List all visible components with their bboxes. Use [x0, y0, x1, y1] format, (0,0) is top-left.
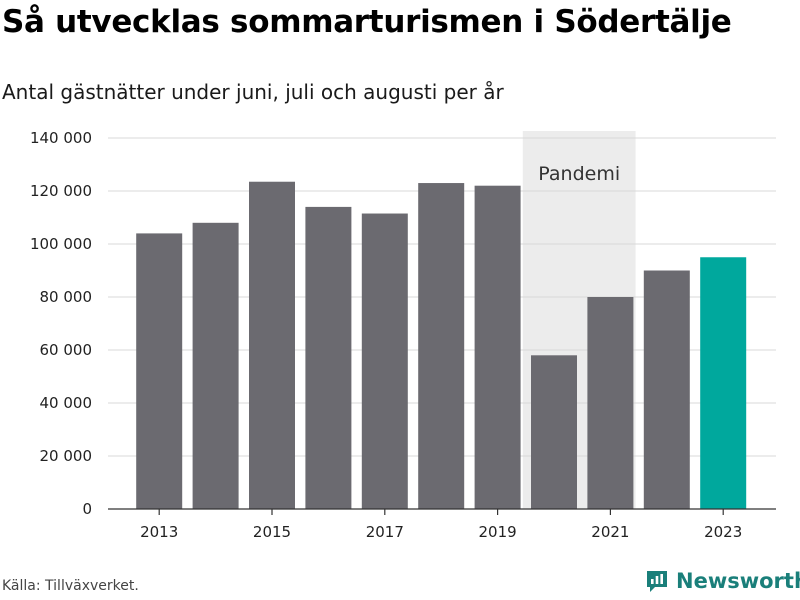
x-tick-label: 2023: [704, 523, 742, 541]
bar-2019: [474, 185, 521, 509]
y-tick-label: 80 000: [40, 288, 93, 306]
chart-subtitle: Antal gästnätter under juni, juli och au…: [2, 80, 504, 104]
bar-2017: [361, 213, 408, 509]
bar-2014: [192, 222, 239, 510]
newsworthy-logo-icon: [647, 571, 667, 592]
source-note: Källa: Tillväxverket.: [2, 578, 139, 594]
axes: [108, 508, 776, 515]
bar-2016: [305, 206, 352, 509]
y-tick-label: 140 000: [30, 129, 92, 147]
bar-2013: [136, 233, 183, 509]
y-tick-label: 120 000: [30, 182, 92, 200]
x-tick-label: 2021: [591, 523, 629, 541]
y-tick-label: 40 000: [40, 394, 93, 412]
x-tick-label: 2019: [479, 523, 517, 541]
brand-name: Newsworthy: [676, 569, 800, 593]
tick-labels: 0 20 000 40 000 60 000 80 000 100 000 120 000 1…: [30, 129, 742, 541]
pandemic-label: Pandemi: [538, 163, 620, 185]
bar-2015: [249, 181, 295, 509]
x-tick-label: 2013: [140, 523, 178, 541]
bar-2021: [587, 297, 634, 509]
bar-2020: [531, 355, 577, 509]
y-tick-label: 0: [82, 500, 92, 518]
bar-2018: [418, 183, 465, 510]
brand-logo: Newsworthy: [644, 568, 800, 594]
y-tick-label: 100 000: [30, 235, 92, 253]
bars: [136, 181, 747, 510]
y-tick-label: 60 000: [40, 341, 93, 359]
x-tick-label: 2015: [253, 523, 291, 541]
x-tick-label: 2017: [366, 523, 404, 541]
bar-2022: [643, 270, 690, 509]
chart-title: Så utvecklas sommarturismen i Södertälje: [2, 4, 732, 40]
y-tick-label: 20 000: [40, 447, 93, 465]
bar-2023: [700, 257, 747, 509]
